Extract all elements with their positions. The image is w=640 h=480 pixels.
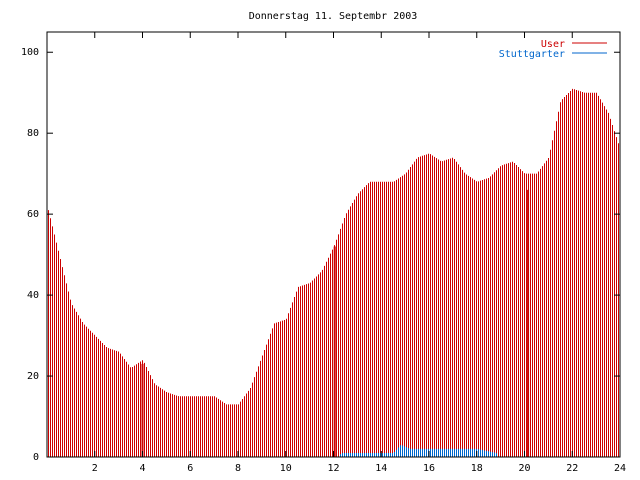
highlight-bar [141, 363, 144, 457]
legend: User Stuttgarter [499, 39, 607, 60]
highlight-bars [141, 189, 530, 457]
x-tick-label: 12 [327, 463, 339, 474]
x-tick-label: 8 [235, 463, 241, 474]
legend-label-user: User [541, 39, 565, 50]
x-tick-label: 22 [566, 463, 578, 474]
y-tick-label: 60 [27, 209, 39, 220]
series-stuttgarter-bars [340, 445, 497, 457]
x-tick-label: 2 [92, 463, 98, 474]
highlight-bar [527, 189, 530, 457]
highlight-bar [333, 246, 336, 457]
y-tick-label: 0 [33, 452, 39, 463]
x-tick-label: 6 [187, 463, 193, 474]
y-tick-label: 100 [21, 47, 39, 58]
y-tick-label: 20 [27, 371, 39, 382]
series-user-bars [48, 88, 619, 457]
x-tick-label: 14 [375, 463, 387, 474]
chart-title: Donnerstag 11. Septembr 2003 [249, 11, 418, 22]
y-tick-label: 80 [27, 128, 39, 139]
x-tick-label: 16 [423, 463, 435, 474]
x-tick-label: 10 [280, 463, 292, 474]
y-axis: 0 20 40 60 80 100 [21, 47, 620, 463]
x-axis: 2 4 6 8 10 12 14 16 18 20 22 24 [92, 32, 626, 474]
x-tick-label: 20 [518, 463, 530, 474]
y-tick-label: 40 [27, 290, 39, 301]
legend-label-stuttgarter: Stuttgarter [499, 49, 565, 60]
x-tick-label: 24 [614, 463, 626, 474]
x-tick-label: 18 [471, 463, 483, 474]
x-tick-label: 4 [139, 463, 145, 474]
